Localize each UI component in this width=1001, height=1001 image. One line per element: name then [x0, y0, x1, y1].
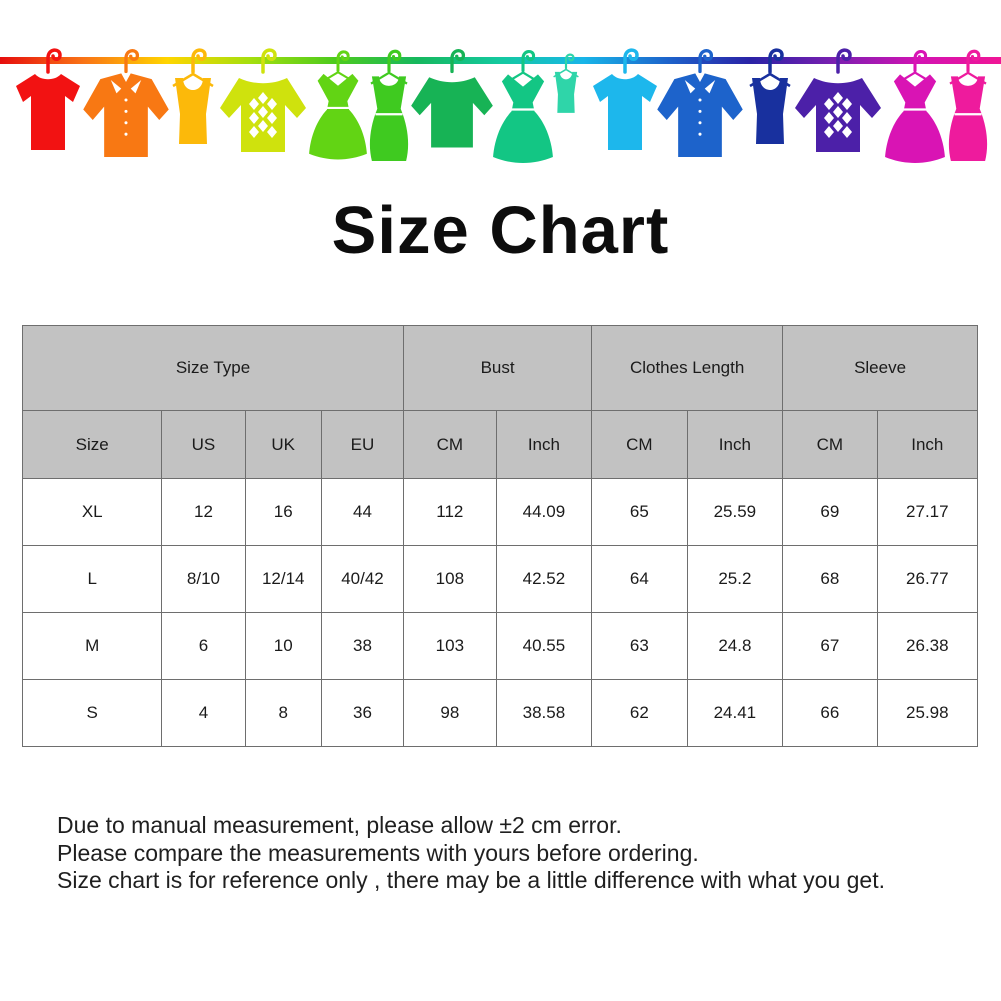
magenta-dress-icon — [885, 50, 945, 163]
note-line-3: Size chart is for reference only , there… — [57, 867, 885, 894]
value-cell: 38.58 — [495, 679, 593, 747]
value-cell: 63 — [591, 612, 688, 680]
amber-tank-top-icon — [172, 48, 214, 144]
green-sweater-icon — [411, 49, 493, 148]
green-tank-dress-icon — [369, 49, 409, 161]
value-cell: 112 — [403, 478, 497, 546]
column-header-inch-9: Inch — [876, 410, 979, 479]
pink-tank-dress-icon — [948, 49, 988, 161]
green-dress-icon — [309, 50, 367, 160]
table-row-l: L 8/10 12/14 40/42 108 42.52 64 25.2 68 26.77 — [21, 545, 979, 613]
navy-tank-top-icon — [749, 48, 791, 144]
value-cell: 25.59 — [686, 478, 784, 546]
group-header-clothes-length: Clothes Length — [591, 325, 784, 411]
value-cell: 4 — [161, 679, 246, 747]
column-header-inch-7: Inch — [686, 410, 784, 479]
table-row-xl: XL 12 16 44 112 44.09 65 25.59 69 27.17 — [21, 478, 979, 546]
purple-argyle-sweater-icon — [795, 48, 881, 152]
value-cell: 26.38 — [876, 612, 979, 680]
clothesline-banner — [0, 48, 1001, 163]
value-cell: 44.09 — [495, 478, 593, 546]
value-cell: 108 — [403, 545, 497, 613]
value-cell: 25.98 — [876, 679, 979, 747]
column-header-us-1: US — [161, 410, 246, 479]
column-header-size-0: Size — [21, 410, 163, 479]
note-line-2: Please compare the measurements with you… — [57, 839, 699, 866]
cyan-tshirt-icon — [593, 48, 657, 150]
yellow-green-argyle-sweater-icon — [220, 48, 306, 152]
size-label-cell: L — [21, 545, 163, 613]
value-cell: 27.17 — [876, 478, 979, 546]
group-header-size-type: Size Type — [21, 325, 405, 411]
value-cell: 65 — [591, 478, 688, 546]
value-cell: 10 — [244, 612, 322, 680]
column-header-eu-3: EU — [320, 410, 405, 479]
value-cell: 24.41 — [686, 679, 784, 747]
red-tshirt-icon — [16, 48, 80, 150]
value-cell: 44 — [320, 478, 405, 546]
value-cell: 67 — [782, 612, 878, 680]
page-title: Size Chart — [331, 193, 670, 268]
size-chart-table: Size Type Bust Clothes Length Sleeve Size US U… — [21, 325, 979, 747]
small-teal-tank-top-icon — [553, 53, 579, 113]
value-cell: 36 — [320, 679, 405, 747]
column-header-inch-5: Inch — [495, 410, 593, 479]
value-cell: 6 — [161, 612, 246, 680]
value-cell: 38 — [320, 612, 405, 680]
value-cell: 16 — [244, 478, 322, 546]
value-cell: 26.77 — [876, 545, 979, 613]
table-row-m: M 6 10 38 103 40.55 63 24.8 67 26.38 — [21, 612, 979, 680]
value-cell: 40/42 — [320, 545, 405, 613]
measurement-notes: Due to manual measurement, please allow … — [57, 812, 977, 895]
value-cell: 12 — [161, 478, 246, 546]
teal-dress-icon — [493, 50, 553, 163]
column-header-cm-6: CM — [591, 410, 688, 479]
column-header-cm-8: CM — [782, 410, 878, 479]
table-group-header-row: Size Type Bust Clothes Length Sleeve — [21, 325, 978, 411]
value-cell: 66 — [782, 679, 878, 747]
value-cell: 98 — [403, 679, 497, 747]
size-label-cell: S — [21, 679, 163, 747]
value-cell: 8 — [244, 679, 322, 747]
column-header-cm-4: CM — [403, 410, 497, 479]
value-cell: 42.52 — [495, 545, 593, 613]
value-cell: 64 — [591, 545, 688, 613]
value-cell: 40.55 — [495, 612, 593, 680]
group-header-bust: Bust — [403, 325, 593, 411]
size-label-cell: M — [21, 612, 163, 680]
table-column-header-row: Size US UK EU CM Inch CM Inch CM Inch — [21, 410, 979, 479]
value-cell: 68 — [782, 545, 878, 613]
value-cell: 24.8 — [686, 612, 784, 680]
value-cell: 69 — [782, 478, 878, 546]
value-cell: 103 — [403, 612, 497, 680]
value-cell: 25.2 — [686, 545, 784, 613]
size-label-cell: XL — [21, 478, 163, 546]
table-row-s: S 4 8 36 98 38.58 62 24.41 66 25.98 — [21, 679, 979, 747]
blue-shirt-icon — [657, 49, 743, 157]
group-header-sleeve: Sleeve — [782, 325, 978, 411]
clothesline — [0, 57, 1001, 64]
column-header-uk-2: UK — [244, 410, 322, 479]
value-cell: 62 — [591, 679, 688, 747]
note-line-1: Due to manual measurement, please allow … — [57, 812, 622, 838]
value-cell: 12/14 — [244, 545, 322, 613]
orange-shirt-icon — [83, 49, 169, 157]
value-cell: 8/10 — [161, 545, 246, 613]
